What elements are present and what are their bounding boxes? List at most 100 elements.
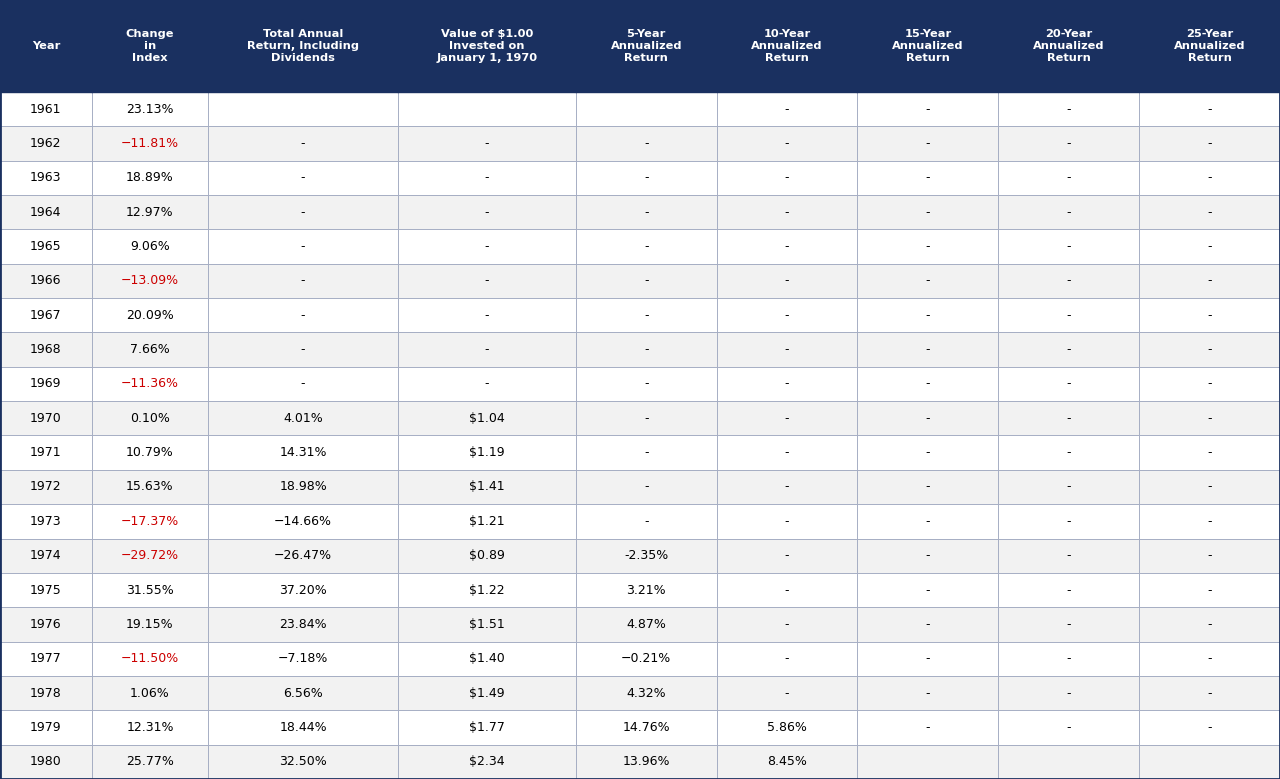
Bar xyxy=(576,367,717,401)
Text: $1.04: $1.04 xyxy=(468,412,504,425)
Text: -: - xyxy=(485,240,489,253)
Bar xyxy=(0,195,92,229)
Bar xyxy=(717,126,858,160)
Text: -: - xyxy=(785,308,790,322)
Text: 10.79%: 10.79% xyxy=(125,446,174,459)
Bar xyxy=(998,573,1139,608)
Text: -: - xyxy=(925,343,931,356)
Text: -: - xyxy=(301,206,306,219)
Bar xyxy=(0,504,92,538)
Bar xyxy=(998,710,1139,745)
Bar xyxy=(858,538,998,573)
Text: -: - xyxy=(785,412,790,425)
Bar xyxy=(576,608,717,642)
Text: −29.72%: −29.72% xyxy=(120,549,179,562)
Bar xyxy=(398,642,576,676)
Bar xyxy=(1139,263,1280,298)
Text: -: - xyxy=(785,549,790,562)
Bar xyxy=(717,745,858,779)
Text: -: - xyxy=(925,240,931,253)
Text: -: - xyxy=(485,343,489,356)
Bar xyxy=(398,333,576,367)
Text: 13.96%: 13.96% xyxy=(622,756,669,768)
Text: -: - xyxy=(301,137,306,150)
Text: 10-Year
Annualized
Return: 10-Year Annualized Return xyxy=(751,29,823,63)
Text: 14.76%: 14.76% xyxy=(622,721,669,734)
Bar xyxy=(717,435,858,470)
Bar xyxy=(998,367,1139,401)
Bar xyxy=(576,710,717,745)
Text: 23.13%: 23.13% xyxy=(127,103,174,115)
Bar xyxy=(398,263,576,298)
Text: 1970: 1970 xyxy=(29,412,61,425)
Bar xyxy=(717,195,858,229)
Bar xyxy=(858,298,998,333)
Text: −7.18%: −7.18% xyxy=(278,652,328,665)
Text: -: - xyxy=(1066,240,1071,253)
Text: -: - xyxy=(644,446,649,459)
Text: -: - xyxy=(1207,171,1212,185)
Bar xyxy=(209,745,398,779)
Bar xyxy=(92,160,209,195)
Text: −11.81%: −11.81% xyxy=(120,137,179,150)
Bar xyxy=(0,333,92,367)
Text: -: - xyxy=(785,583,790,597)
Bar xyxy=(1139,367,1280,401)
Bar xyxy=(0,126,92,160)
Bar xyxy=(92,92,209,126)
Bar xyxy=(398,0,576,92)
Text: 0.10%: 0.10% xyxy=(131,412,170,425)
Bar xyxy=(92,573,209,608)
Text: -: - xyxy=(785,343,790,356)
Bar xyxy=(858,126,998,160)
Bar xyxy=(209,229,398,263)
Text: 25.77%: 25.77% xyxy=(125,756,174,768)
Bar xyxy=(0,401,92,435)
Text: 1.06%: 1.06% xyxy=(131,686,170,700)
Text: 37.20%: 37.20% xyxy=(279,583,326,597)
Text: $1.77: $1.77 xyxy=(468,721,504,734)
Bar xyxy=(209,263,398,298)
Text: −17.37%: −17.37% xyxy=(120,515,179,528)
Bar xyxy=(576,126,717,160)
Text: -: - xyxy=(925,686,931,700)
Bar xyxy=(576,642,717,676)
Text: -: - xyxy=(485,171,489,185)
Text: 25-Year
Annualized
Return: 25-Year Annualized Return xyxy=(1174,29,1245,63)
Text: -: - xyxy=(644,171,649,185)
Text: $2.34: $2.34 xyxy=(468,756,504,768)
Text: -: - xyxy=(1066,515,1071,528)
Text: -: - xyxy=(1066,137,1071,150)
Text: 1966: 1966 xyxy=(31,274,61,287)
Text: -: - xyxy=(301,343,306,356)
Bar xyxy=(576,92,717,126)
Text: 1965: 1965 xyxy=(29,240,61,253)
Bar xyxy=(92,367,209,401)
Bar xyxy=(209,470,398,504)
Bar xyxy=(209,642,398,676)
Text: 5.86%: 5.86% xyxy=(767,721,806,734)
Bar xyxy=(1139,470,1280,504)
Text: −26.47%: −26.47% xyxy=(274,549,333,562)
Text: -: - xyxy=(925,549,931,562)
Bar xyxy=(398,160,576,195)
Bar xyxy=(0,435,92,470)
Text: -: - xyxy=(485,308,489,322)
Bar xyxy=(998,608,1139,642)
Bar xyxy=(398,126,576,160)
Bar xyxy=(576,401,717,435)
Text: 31.55%: 31.55% xyxy=(125,583,174,597)
Bar xyxy=(858,608,998,642)
Text: -: - xyxy=(925,618,931,631)
Bar xyxy=(0,470,92,504)
Text: -: - xyxy=(925,171,931,185)
Bar xyxy=(0,0,92,92)
Bar xyxy=(998,126,1139,160)
Bar xyxy=(998,676,1139,710)
Text: -: - xyxy=(925,378,931,390)
Bar xyxy=(209,710,398,745)
Bar xyxy=(209,676,398,710)
Bar xyxy=(398,745,576,779)
Bar xyxy=(398,435,576,470)
Bar xyxy=(1139,229,1280,263)
